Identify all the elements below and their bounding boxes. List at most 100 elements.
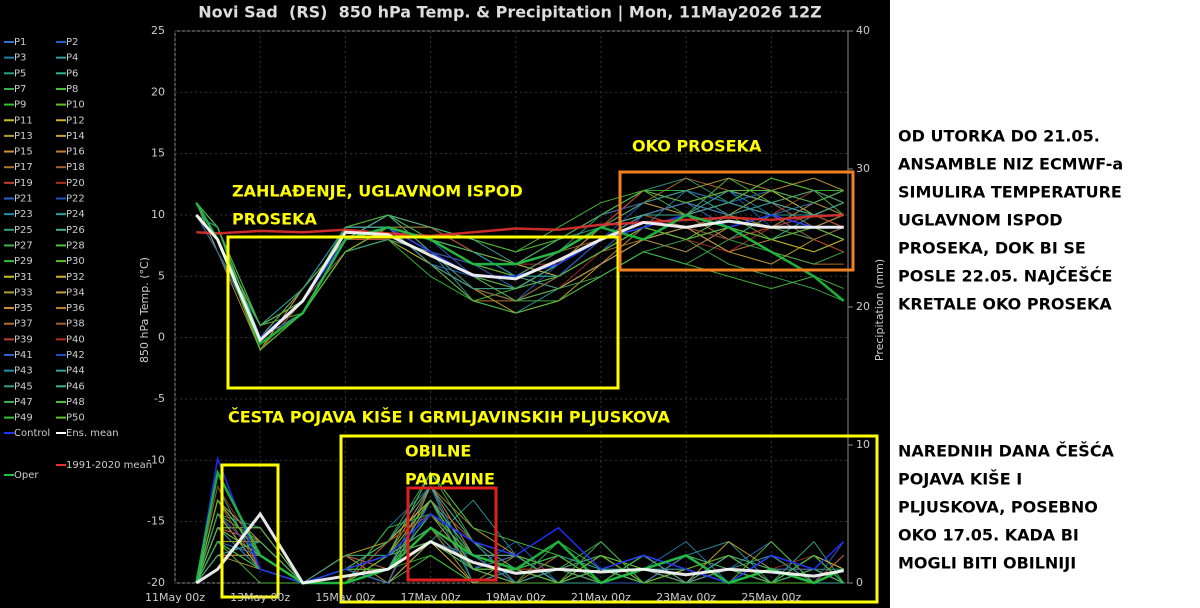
- legend-label: P50: [66, 413, 85, 424]
- annotation: PADAVINE: [405, 470, 495, 489]
- y-tick-label: -15: [147, 515, 165, 528]
- legend-label: P49: [14, 413, 33, 424]
- legend-label: P36: [66, 303, 85, 314]
- x-tick-label: 21May 00z: [571, 591, 631, 604]
- y-tick-label: -5: [154, 392, 165, 405]
- legend-label: P5: [14, 68, 26, 79]
- temperature-line: [195, 202, 844, 351]
- legend-label: P6: [66, 68, 78, 79]
- legend-label: P1: [14, 37, 26, 48]
- x-tick-label: 25May 00z: [741, 591, 801, 604]
- legend-label: P48: [66, 397, 85, 408]
- legend-label: P7: [14, 84, 26, 95]
- annotation: OBILNE: [405, 442, 471, 461]
- legend-label: P24: [66, 209, 85, 220]
- y-tick-label: 15: [151, 147, 165, 160]
- highlight-box: [618, 170, 855, 272]
- y-tick-label: -10: [147, 453, 165, 466]
- legend-label: P4: [66, 53, 78, 64]
- precipitation-line: [195, 455, 845, 584]
- highlight-box: [220, 463, 280, 599]
- legend-label: P39: [14, 334, 33, 345]
- legend-label: P41: [14, 350, 33, 361]
- legend-label: Control: [14, 428, 50, 439]
- x-tick-label: 23May 00z: [656, 591, 716, 604]
- note-line: PROSEKA, DOK BI SE: [898, 239, 1086, 258]
- y2-tick-label: 20: [856, 300, 870, 313]
- legend-label: P27: [14, 240, 33, 251]
- legend-label: P22: [66, 194, 85, 205]
- y-tick-label: 0: [158, 331, 165, 344]
- note-line: OD UTORKA DO 21.05.: [898, 127, 1100, 146]
- y2-tick-label: 0: [856, 576, 863, 589]
- legend-label: P47: [14, 397, 33, 408]
- y2-tick-label: 30: [856, 162, 870, 175]
- y2-tick-label: 40: [856, 24, 870, 37]
- legend-label: P2: [66, 37, 78, 48]
- legend-label: P13: [14, 131, 33, 142]
- y-tick-label: 5: [158, 269, 165, 282]
- legend-label: P42: [66, 350, 85, 361]
- legend-label: Ens. mean: [66, 428, 119, 439]
- legend-label: P19: [14, 178, 33, 189]
- legend-label: P45: [14, 381, 33, 392]
- legend-label: P10: [66, 100, 85, 111]
- legend-label: P3: [14, 53, 26, 64]
- x-tick-label: 13May 00z: [230, 591, 290, 604]
- temperature-line: [195, 214, 844, 343]
- chart-background: [0, 0, 890, 608]
- legend-label: P30: [66, 256, 85, 267]
- note-line: OKO 17.05. KADA BI: [898, 526, 1079, 545]
- temperature-line: [196, 213, 844, 238]
- highlight-box: [226, 235, 620, 390]
- legend-label: P21: [14, 194, 33, 205]
- legend-label: P23: [14, 209, 33, 220]
- note-line: POSLE 22.05. NAJČEŠĆE: [898, 267, 1112, 286]
- precipitation-line: [195, 468, 845, 585]
- legend-label: P17: [14, 162, 33, 173]
- legend-label: P38: [66, 319, 85, 330]
- y-tick-label: 25: [151, 24, 165, 37]
- note-line: UGLAVNOM ISPOD: [898, 211, 1063, 230]
- legend-label: Oper: [14, 470, 39, 481]
- legend-label: P46: [66, 381, 85, 392]
- legend-label: P9: [14, 100, 26, 111]
- chart-title: Novi Sad (RS) 850 hPa Temp. & Precipitat…: [198, 3, 822, 23]
- legend-label: 1991-2020 mean: [66, 460, 152, 471]
- temperature-line: [195, 202, 845, 346]
- temperature-line: [195, 202, 844, 339]
- y-tick-label: 20: [151, 85, 165, 98]
- note-line: KRETALE OKO PROSEKA: [898, 295, 1112, 314]
- annotation: PROSEKA: [232, 210, 318, 229]
- legend-label: P44: [66, 366, 85, 377]
- x-tick-label: 11May 00z: [145, 591, 205, 604]
- highlight-box: [406, 486, 498, 582]
- y-tick-label: 10: [151, 208, 165, 221]
- legend-label: P33: [14, 287, 33, 298]
- legend-label: P8: [66, 84, 78, 95]
- note-line: POJAVA KIŠE I: [898, 470, 1022, 489]
- y-axis-label: 850 hPa Temp. (°C): [138, 257, 151, 363]
- annotation: ČESTA POJAVA KIŠE I GRMLJAVINSKIH PLJUSK…: [228, 408, 670, 427]
- legend-label: P15: [14, 147, 33, 158]
- y-tick-label: -20: [147, 576, 165, 589]
- legend-label: P14: [66, 131, 85, 142]
- legend-label: P43: [14, 366, 33, 377]
- x-tick-label: 19May 00z: [486, 591, 546, 604]
- precipitation-line: [195, 511, 844, 585]
- note-line: ANSAMBLE NIZ ECMWF-a: [898, 155, 1123, 174]
- note-line: PLJUSKOVA, POSEBNO: [898, 498, 1098, 517]
- annotation: OKO PROSEKA: [632, 137, 762, 156]
- legend-label: P18: [66, 162, 85, 173]
- legend-label: P40: [66, 334, 85, 345]
- note-line: MOGLI BITI OBILNIJI: [898, 554, 1076, 573]
- legend-label: P37: [14, 319, 33, 330]
- y2-tick-label: 10: [856, 438, 870, 451]
- legend-label: P26: [66, 225, 85, 236]
- legend-label: P20: [66, 178, 85, 189]
- legend-label: P31: [14, 272, 33, 283]
- legend-label: P34: [66, 287, 85, 298]
- plot-area: [174, 30, 853, 585]
